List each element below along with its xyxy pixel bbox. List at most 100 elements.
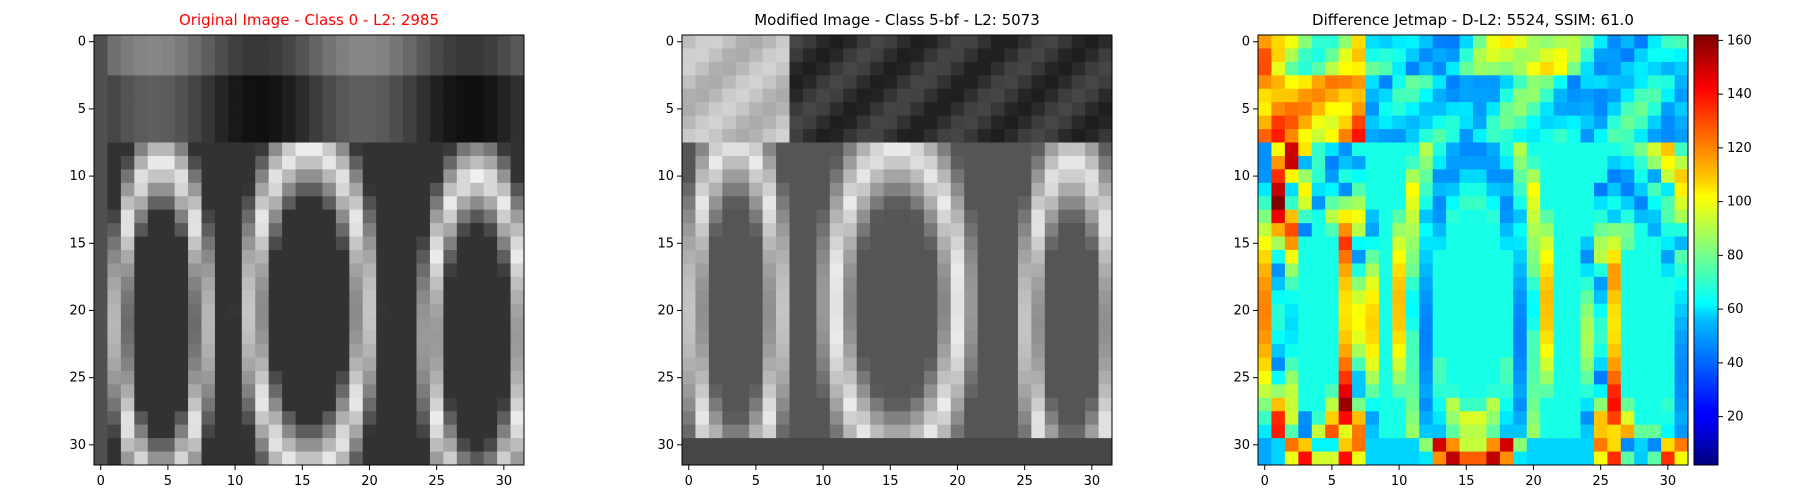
image-cell <box>483 424 498 439</box>
image-cell <box>1620 250 1635 264</box>
image-cell <box>762 223 777 237</box>
image-cell <box>843 196 858 211</box>
image-cell <box>910 317 925 332</box>
image-cell <box>470 115 485 130</box>
image-cell <box>416 223 431 237</box>
image-cell <box>923 250 938 264</box>
image-cell <box>735 303 750 318</box>
image-cell <box>174 344 189 358</box>
image-cell <box>497 344 511 358</box>
image-cell <box>255 424 270 439</box>
image-cell <box>214 129 229 143</box>
image-cell <box>1004 196 1019 211</box>
image-cell <box>1311 88 1326 103</box>
image-cell <box>789 169 804 184</box>
image-cell <box>1446 223 1460 237</box>
image-cell <box>950 303 965 318</box>
image-cell <box>1378 61 1393 76</box>
colorbar-tick-label: 40 <box>1727 356 1744 371</box>
image-cell <box>1311 451 1326 466</box>
image-cell <box>120 424 135 439</box>
image-cell <box>1661 424 1675 439</box>
image-cell <box>1526 88 1541 103</box>
image-cell <box>1098 317 1113 332</box>
image-cell <box>749 115 764 130</box>
image-cell <box>1580 129 1595 143</box>
image-cell <box>429 182 444 197</box>
image-cell <box>856 290 871 305</box>
image-cell <box>376 451 391 466</box>
image-cell <box>829 424 844 439</box>
image-cell <box>201 263 216 278</box>
image-cell <box>735 102 750 117</box>
image-cell <box>1352 142 1366 157</box>
image-cell <box>483 196 498 211</box>
image-cell <box>776 411 790 426</box>
image-cell <box>416 438 431 452</box>
image-cell <box>856 35 871 49</box>
image-cell <box>950 102 965 117</box>
image-cell <box>708 303 723 318</box>
image-cell <box>1311 438 1326 452</box>
image-cell <box>470 317 485 332</box>
image-cell <box>1031 223 1046 237</box>
image-cell <box>1419 155 1434 170</box>
image-cell <box>1432 196 1447 211</box>
image-cell <box>937 290 952 305</box>
image-cell <box>870 357 884 372</box>
image-cell <box>870 290 884 305</box>
image-cell <box>1553 357 1568 372</box>
image-cell <box>1432 451 1447 466</box>
image-cell <box>910 411 925 426</box>
image-cell <box>923 370 938 385</box>
image-cell <box>1085 384 1099 399</box>
image-cell <box>1284 236 1299 251</box>
image-cell <box>1499 384 1514 399</box>
image-cell <box>161 102 176 117</box>
image-cell <box>376 276 391 291</box>
image-cell <box>950 451 965 466</box>
image-cell <box>268 236 283 251</box>
image-cell <box>816 370 831 385</box>
image-cell <box>349 236 364 251</box>
image-cell <box>107 102 122 117</box>
image-cell <box>1258 344 1272 358</box>
image-cell <box>268 61 283 76</box>
image-cell <box>1674 451 1689 466</box>
image-cell <box>856 424 871 439</box>
image-cell <box>1044 424 1059 439</box>
image-cell <box>295 102 310 117</box>
image-cell <box>762 263 777 278</box>
image-cell <box>309 169 323 184</box>
image-cell <box>1526 357 1541 372</box>
image-cell <box>268 276 283 291</box>
image-cell <box>1004 75 1019 90</box>
image-cell <box>1258 35 1272 49</box>
image-cell <box>429 61 444 76</box>
image-cell <box>910 88 925 103</box>
image-cell <box>416 236 431 251</box>
image-cell <box>682 115 696 130</box>
image-cell <box>241 35 256 49</box>
image-cell <box>107 263 122 278</box>
image-cell <box>1473 397 1487 412</box>
image-cell <box>749 35 764 49</box>
image-cell <box>120 88 135 103</box>
image-cell <box>309 115 323 130</box>
image-cell <box>1513 397 1528 412</box>
image-cell <box>1044 75 1059 90</box>
image-cell <box>1473 115 1487 130</box>
image-cell <box>1378 115 1393 130</box>
image-cell <box>1352 115 1366 130</box>
image-cell <box>776 169 790 184</box>
image-cell <box>1446 330 1460 345</box>
image-cell <box>188 344 202 358</box>
image-cell <box>722 115 737 130</box>
image-cell <box>1284 48 1299 63</box>
image-cell <box>1098 451 1113 466</box>
image-cell <box>1661 263 1675 278</box>
image-cell <box>1567 223 1581 237</box>
image-cell <box>416 75 431 90</box>
image-cell <box>1378 48 1393 63</box>
image-cell <box>1365 155 1380 170</box>
